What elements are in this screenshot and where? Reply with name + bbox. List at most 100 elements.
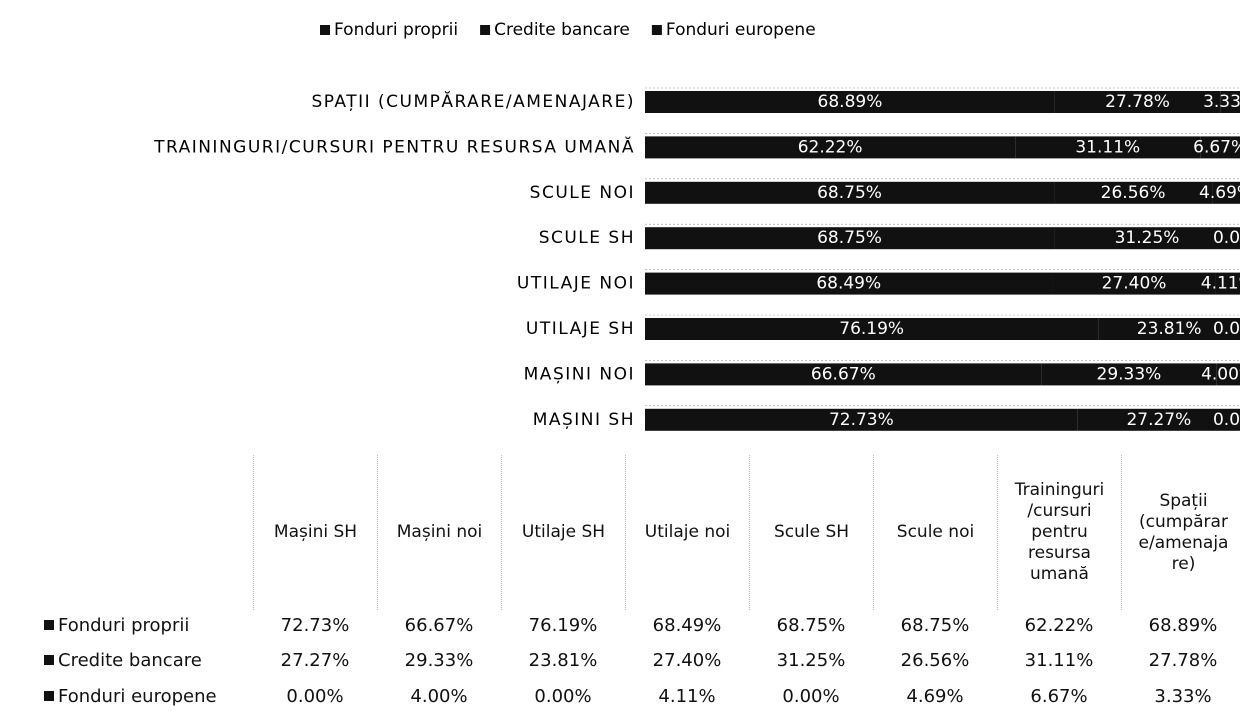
bar-segment (645, 363, 1042, 386)
data-label: 68.75% (817, 183, 882, 203)
table-cell: 4.00% (410, 686, 468, 707)
bar-segment (645, 136, 1016, 159)
legend-label: Fonduri europene (666, 20, 816, 40)
table-row-label: Fonduri proprii (44, 615, 189, 637)
data-label: 72.73% (829, 410, 894, 430)
data-label: 66.67% (811, 364, 876, 384)
data-label: 23.81% (1137, 319, 1202, 339)
bar-segment (1077, 408, 1240, 431)
table-cell: 76.19% (528, 615, 598, 636)
table-cell: 68.75% (776, 615, 846, 636)
table-header: Utilaje noi (625, 455, 749, 610)
bar-segment (1054, 181, 1213, 204)
bar-segment (645, 318, 1099, 340)
table-cell: 6.67% (1030, 686, 1088, 707)
legend-marker (320, 25, 330, 35)
bar-segment (645, 91, 1055, 113)
table-cell: 0.00% (534, 686, 592, 707)
table-cell: 68.75% (900, 615, 970, 636)
data-label: 31.25% (1115, 228, 1180, 248)
legend-label: Credite bancare (494, 20, 630, 40)
data-label: 6.67% (1193, 137, 1246, 157)
data-label: 26.56% (1101, 183, 1166, 203)
legend-label: Fonduri proprii (334, 20, 458, 40)
table-cell: 68.89% (1148, 615, 1218, 636)
bar-segment (1200, 136, 1240, 159)
legend-marker (480, 25, 491, 35)
category-label: Mașini noi (524, 364, 635, 384)
bar-segment (1041, 363, 1217, 386)
table-cell: 0.00% (782, 686, 840, 707)
category-label: Scule noi (530, 183, 635, 203)
data-label: 76.19% (839, 319, 904, 339)
table-header: Spații (cumpărare/amenajare) (1121, 455, 1245, 610)
table-cell: 4.11% (658, 686, 716, 707)
data-label: 68.49% (816, 274, 881, 294)
table-cell: 27.27% (280, 650, 350, 671)
bar-segment (1212, 181, 1240, 204)
table-cell: 68.49% (652, 615, 722, 636)
bar-segment (645, 408, 1078, 431)
bar-segment (1054, 227, 1240, 250)
data-label: 68.89% (818, 92, 883, 112)
series-name: Fonduri europene (58, 686, 217, 707)
chart: Fonduri proprii Credite bancare Fonduri eu… (153, 20, 1246, 431)
category-label: Spații (cumpărare/amenajare) (311, 90, 635, 112)
category-label: Utilaje noi (517, 274, 635, 294)
legend-marker (44, 655, 54, 665)
table-row-label: Fonduri europene (44, 686, 217, 708)
table-header: Utilaje SH (501, 455, 625, 610)
data-label: 29.33% (1097, 364, 1162, 384)
table-header: Mașini SH (253, 455, 377, 610)
series-name: Credite bancare (58, 650, 202, 671)
bar-segment (645, 272, 1053, 295)
table-cell: 27.40% (652, 650, 722, 671)
data-label: 27.27% (1126, 410, 1191, 430)
table-cell: 62.22% (1024, 615, 1094, 636)
data-label: 62.22% (798, 137, 863, 157)
data-label: 0.00% (1213, 410, 1246, 430)
table-cell: 23.81% (528, 650, 598, 671)
data-label: 27.78% (1105, 92, 1170, 112)
series-name: Fonduri proprii (58, 615, 190, 636)
table-cell: 3.33% (1154, 686, 1212, 707)
table-cell: 29.33% (404, 650, 474, 671)
table-header: Traininguri/cursuri pentru resursa umană (997, 455, 1121, 610)
table-header: Mașini noi (377, 455, 501, 610)
data-label: 68.75% (817, 228, 882, 248)
table-cell: 4.69% (906, 686, 964, 707)
category-label: Traininguri/cursuri pentru resursa umană (153, 135, 635, 157)
table-cell: 31.11% (1024, 650, 1094, 671)
table-cell: 27.78% (1148, 650, 1218, 671)
table-cell: 31.25% (776, 650, 846, 671)
table-cell: 66.67% (404, 615, 474, 636)
bar-segment (1015, 136, 1201, 159)
data-label: 4.11% (1201, 274, 1246, 294)
table-cell: 0.00% (286, 686, 344, 707)
bar-segment (1215, 272, 1240, 295)
bar-segment (645, 181, 1055, 204)
table-header: Scule noi (873, 455, 997, 610)
bar-segment (1054, 91, 1221, 113)
bar-segment (645, 227, 1055, 250)
category-label: Utilaje SH (526, 319, 635, 339)
category-label: Mașini SH (533, 410, 635, 430)
legend-marker (44, 691, 54, 701)
data-label: 27.40% (1102, 274, 1167, 294)
table-header: Scule SH (749, 455, 873, 610)
table-cell: 26.56% (900, 650, 970, 671)
data-label: 0.00% (1213, 228, 1246, 248)
table-cell: 72.73% (280, 615, 350, 636)
category-label: Scule SH (539, 228, 635, 248)
data-label: 0.00% (1213, 319, 1246, 339)
bar-segment (1216, 363, 1240, 386)
legend-marker (651, 25, 662, 35)
data-label: 3.33% (1203, 92, 1246, 112)
data-label: 4.00% (1201, 364, 1246, 384)
bar-segment (1220, 91, 1240, 113)
table-row-label: Credite bancare (44, 650, 202, 672)
bar-segment (1052, 272, 1216, 295)
data-label: 31.11% (1075, 137, 1140, 157)
data-label: 4.69% (1199, 183, 1246, 203)
